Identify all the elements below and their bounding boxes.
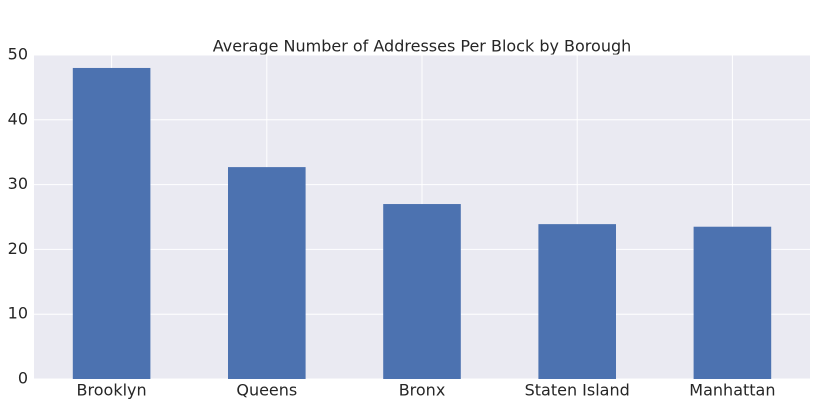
bar: [228, 167, 306, 379]
y-tick-label: 40: [8, 109, 28, 128]
bar: [72, 67, 151, 380]
chart-title: Average Number of Addresses Per Block by…: [213, 37, 632, 56]
y-tick-label: 30: [8, 174, 28, 193]
y-tick-label: 50: [8, 45, 28, 64]
y-tick-label: 0: [18, 369, 28, 388]
x-tick-label: Brooklyn: [77, 381, 147, 400]
x-tick-label: Queens: [236, 381, 297, 400]
y-tick-label: 10: [8, 304, 28, 323]
x-tick-label: Staten Island: [525, 381, 630, 400]
bar: [383, 204, 461, 379]
x-tick-label: Manhattan: [689, 381, 775, 400]
x-tick-label: Bronx: [399, 381, 446, 400]
bar: [538, 224, 616, 379]
bar: [693, 226, 772, 379]
y-tick-label: 20: [8, 239, 28, 258]
